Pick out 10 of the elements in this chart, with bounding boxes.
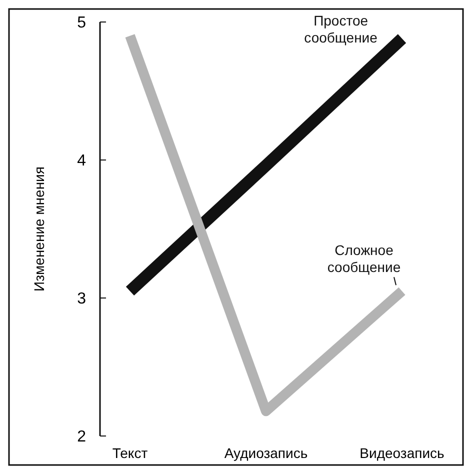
y-tick-label: 5 [77,14,86,32]
x-tick-label: Текст [112,445,148,461]
x-tick-label: Аудиозапись [224,445,308,461]
y-tick-label: 3 [77,290,86,308]
y-axis-title: Изменение мнения [31,166,47,292]
y-tick-label: 4 [77,152,86,170]
series-label: Сложное сообщение [327,242,401,276]
x-tick-label: Видеозапись [360,445,444,461]
series-label: Простое сообщение [304,12,378,46]
y-tick-label: 2 [77,428,86,446]
